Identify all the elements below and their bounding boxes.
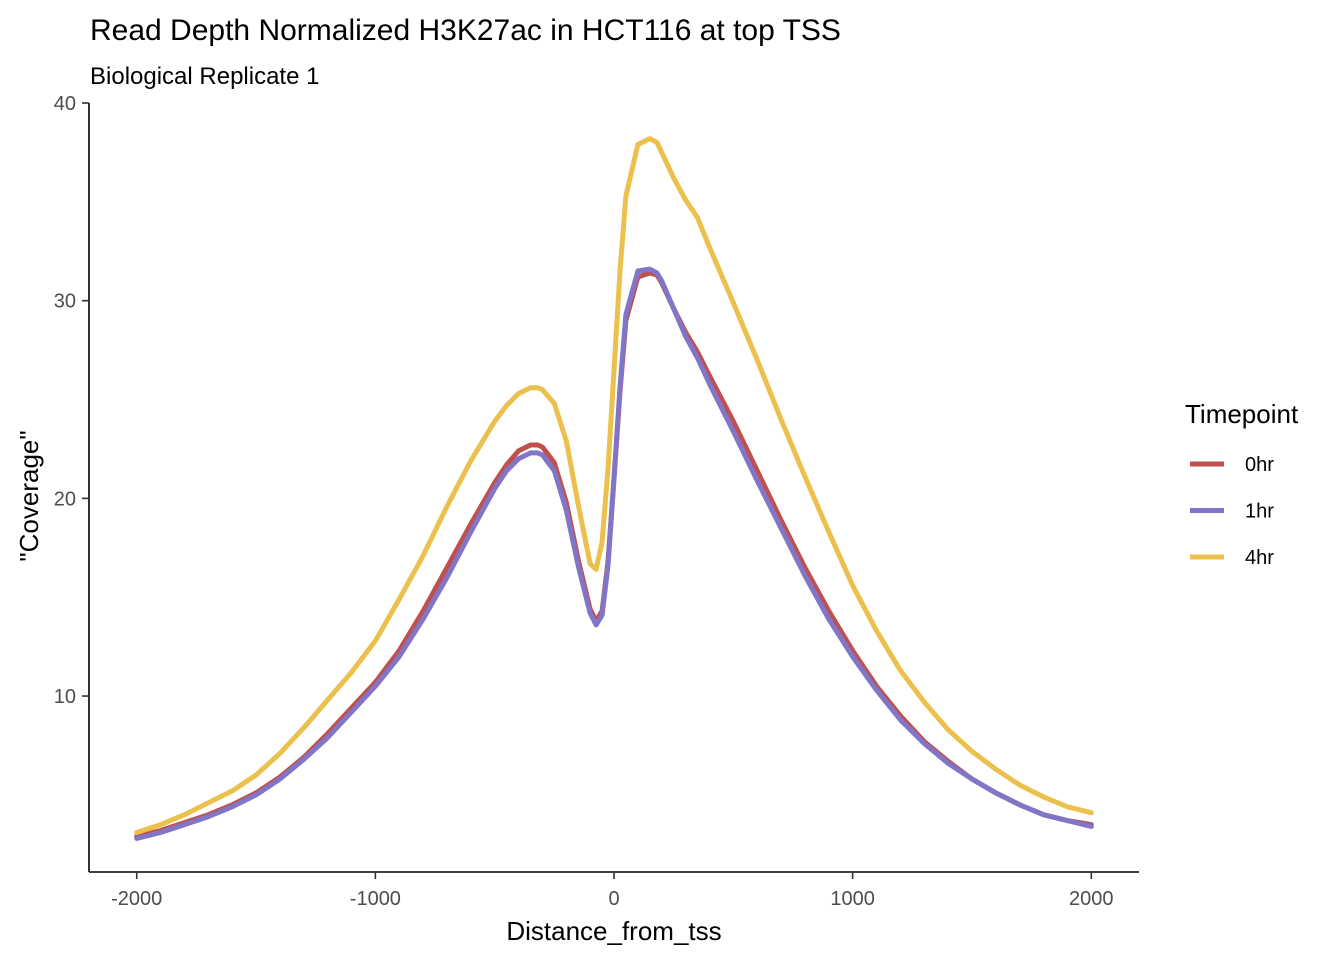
legend-title: Timepoint	[1185, 399, 1299, 429]
x-tick-label: 0	[608, 888, 619, 910]
legend-label-0hr: 0hr	[1245, 454, 1274, 476]
x-axis-ticks: -2000 -1000 0 1000 2000	[111, 872, 1114, 910]
series-line-1hr	[134, 266, 1094, 841]
y-tick-label: 30	[54, 291, 76, 313]
chart-subtitle: Biological Replicate 1	[90, 63, 319, 90]
plot-area: -2000 -1000 0 1000 2000 10 20 30 40	[54, 93, 1139, 910]
x-tick-label: -2000	[111, 888, 162, 910]
x-axis-label: Distance_from_tss	[506, 916, 721, 946]
y-tick-label: 10	[54, 686, 76, 708]
y-tick-label: 20	[54, 488, 76, 510]
chart-title: Read Depth Normalized H3K27ac in HCT116 …	[90, 14, 841, 47]
series-lines	[134, 136, 1094, 841]
y-tick-label: 40	[54, 93, 76, 115]
legend-label-4hr: 4hr	[1245, 547, 1274, 569]
series-line-4hr	[134, 136, 1094, 835]
x-tick-label: 1000	[830, 888, 875, 910]
x-tick-label: 2000	[1069, 888, 1114, 910]
y-axis-ticks: 10 20 30 40	[54, 93, 89, 708]
legend-label-1hr: 1hr	[1245, 501, 1274, 523]
y-axis-label: "Coverage"	[14, 430, 44, 561]
legend: Timepoint 0hr 1hr 4hr	[1185, 399, 1299, 569]
x-tick-label: -1000	[350, 888, 401, 910]
